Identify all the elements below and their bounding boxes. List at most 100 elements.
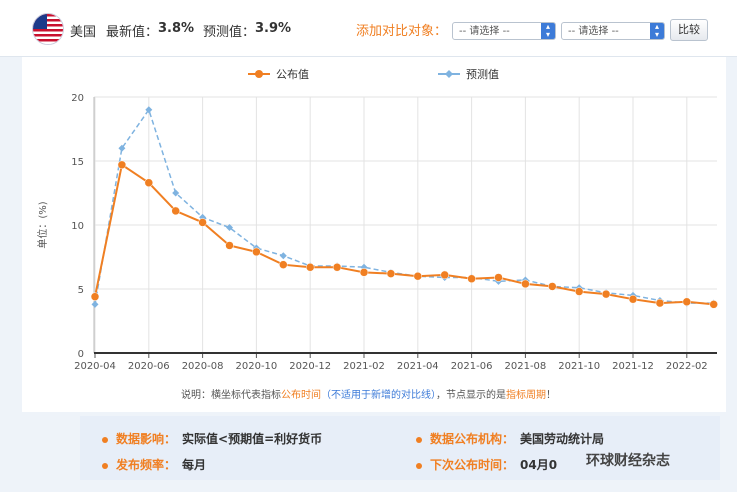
legend-marker-actual	[255, 70, 263, 78]
x-tick-label: 2020-10	[236, 361, 278, 372]
data-point-actual	[682, 297, 692, 307]
data-point-actual	[709, 300, 718, 309]
chart-series	[90, 106, 718, 309]
x-tick-label: 2020-12	[289, 361, 331, 372]
data-point-actual	[440, 270, 449, 280]
note-prefix: 说明：横坐标代表指标	[181, 390, 281, 401]
info-agency: 数据公布机构： 美国劳动统计局	[416, 430, 604, 447]
note-paren: （不适用于新增的对比线）	[321, 390, 436, 401]
bullet-icon	[416, 436, 422, 443]
data-point-actual	[601, 289, 611, 299]
data-point-forecast	[172, 189, 180, 197]
frequency-value: 每月	[182, 458, 207, 472]
data-point-actual	[144, 178, 154, 188]
line-chart: 公布值 预测值 0 5 10 15 20 2020-04 2020-06 2020-08 2020…	[36, 68, 718, 372]
country-name: 美国	[70, 25, 97, 40]
chart-axes: 0 5 10 15 20 2020-04 2020-06 2020-08 2020-10 2020…	[36, 93, 717, 372]
frequency-label: 发布频率：	[116, 458, 177, 472]
legend-marker-forecast	[445, 70, 453, 78]
next-release-label: 下次公布时间：	[430, 458, 515, 472]
compare-select-1[interactable]: -- 请选择 -- ▴ ▾	[452, 22, 556, 40]
x-tick-label: 2020-04	[74, 361, 116, 372]
data-point-actual	[332, 262, 342, 272]
data-point-actual	[171, 206, 180, 216]
data-point-forecast	[118, 144, 126, 152]
x-tick-label: 2021-08	[505, 361, 547, 372]
y-tick-label: 10	[71, 221, 84, 232]
x-tick-label: 2021-04	[397, 361, 439, 372]
us-flag-icon	[32, 13, 64, 45]
y-axis-label: 单位：(%)	[36, 201, 49, 248]
x-tick-label: 2021-10	[558, 361, 600, 372]
data-point-actual	[494, 273, 503, 282]
y-tick-label: 20	[71, 93, 84, 104]
data-point-actual	[225, 241, 234, 250]
chart-grid	[94, 96, 717, 353]
info-box: 数据影响： 实际值<预期值=利好货币 数据公布机构： 美国劳动统计局 发布频率： 每月…	[80, 416, 720, 480]
agency-label: 数据公布机构：	[430, 432, 515, 446]
data-point-actual	[548, 282, 557, 291]
info-next-release: 下次公布时间： 04月0	[416, 456, 557, 473]
data-point-actual	[359, 268, 369, 277]
data-point-actual	[305, 262, 315, 272]
bullet-icon	[102, 462, 108, 469]
data-point-actual	[628, 294, 638, 304]
series-line-forecast	[94, 108, 714, 305]
data-point-actual	[252, 247, 261, 257]
data-point-actual	[574, 287, 584, 296]
impact-value: 实际值<预期值=利好货币	[182, 432, 323, 446]
impact-label: 数据影响：	[116, 432, 177, 446]
data-point-forecast	[145, 106, 153, 114]
compare-select-2[interactable]: -- 请选择 -- ▴ ▾	[561, 22, 665, 40]
data-point-actual	[279, 260, 288, 269]
note-highlight-period: 指标周期	[506, 390, 546, 401]
note-suffix: ！	[546, 390, 556, 401]
note-middle: ，节点显示的是	[436, 390, 506, 401]
watermark-text: 环球财经杂志	[586, 453, 670, 469]
latest-label: 最新值：	[106, 25, 159, 40]
latest-value: 3.8%	[158, 21, 195, 36]
y-tick-label: 15	[71, 157, 84, 168]
legend-label: 预测值	[466, 68, 499, 81]
select-arrow-icon: ▴ ▾	[650, 23, 664, 39]
data-point-actual	[413, 271, 423, 281]
chart-legend: 公布值 预测值	[248, 68, 499, 81]
series-line-actual	[94, 163, 714, 306]
bullet-icon	[102, 436, 108, 443]
data-point-actual	[521, 279, 530, 289]
agency-value: 美国劳动统计局	[520, 432, 605, 446]
compare-select-1-value: -- 请选择 --	[459, 26, 510, 37]
header-bar: 美国 最新值： 3.8% 预测值： 3.9% 添加对比对象： -- 请选择 --…	[0, 0, 737, 57]
info-frequency: 发布频率： 每月	[102, 456, 206, 473]
info-impact: 数据影响： 实际值<预期值=利好货币	[102, 430, 322, 447]
y-tick-label: 0	[78, 349, 84, 360]
data-point-forecast	[226, 224, 233, 232]
data-point-actual	[655, 298, 665, 308]
x-tick-label: 2021-12	[612, 361, 654, 372]
x-tick-label: 2021-06	[451, 361, 493, 372]
data-point-actual	[117, 160, 127, 170]
data-point-actual	[467, 274, 476, 284]
forecast-label: 预测值：	[203, 25, 256, 40]
select-arrow-icon: ▴ ▾	[541, 23, 555, 39]
x-tick-label: 2020-08	[182, 361, 224, 372]
chart-note: 说明：横坐标代表指标公布时间（不适用于新增的对比线），节点显示的是指标周期！	[0, 386, 737, 401]
note-highlight-time: 公布时间	[281, 390, 321, 401]
compare-select-2-value: -- 请选择 --	[568, 26, 619, 37]
compare-button[interactable]: 比较	[670, 19, 708, 41]
chart-panel: 公布值 预测值 0 5 10 15 20 2020-04 2020-06 2020-08 2020…	[22, 57, 726, 412]
compare-label: 添加对比对象：	[356, 24, 448, 39]
x-tick-label: 2020-06	[128, 361, 170, 372]
bullet-icon	[416, 462, 422, 469]
data-point-forecast	[279, 252, 287, 260]
y-tick-label: 5	[78, 285, 84, 296]
data-point-actual	[386, 269, 396, 278]
forecast-value: 3.9%	[255, 21, 292, 36]
x-tick-label: 2021-02	[343, 361, 385, 372]
next-release-value: 04月0	[520, 458, 558, 472]
data-point-actual	[90, 292, 100, 301]
x-tick-label: 2022-02	[666, 361, 708, 372]
legend-label: 公布值	[276, 68, 309, 81]
data-point-forecast	[91, 300, 99, 308]
data-point-actual	[198, 218, 207, 227]
